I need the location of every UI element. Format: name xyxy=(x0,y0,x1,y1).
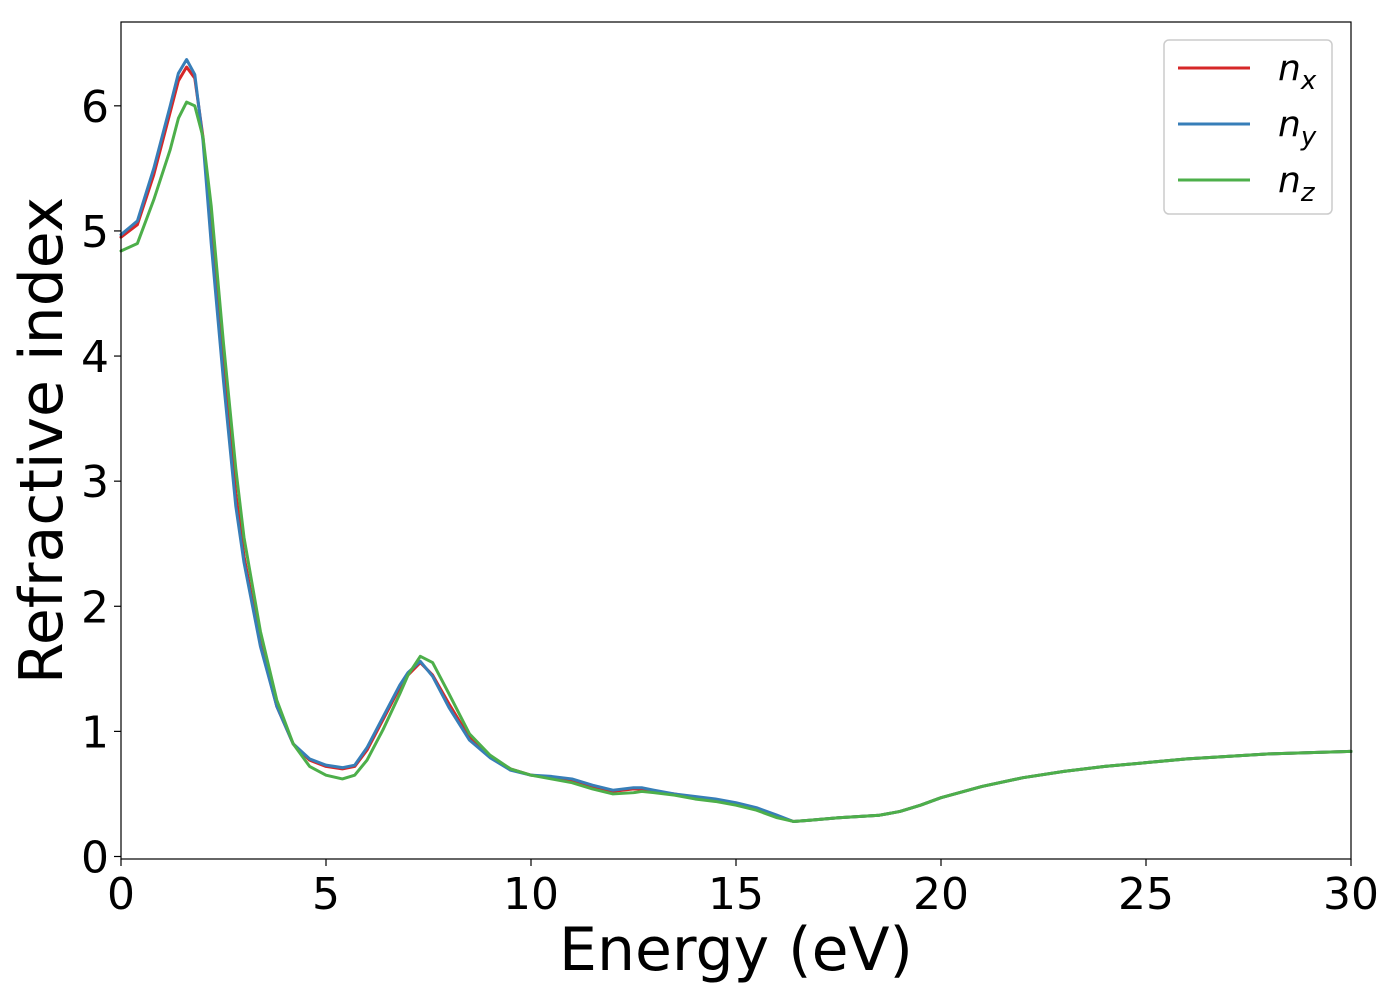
x-tick-label: 10 xyxy=(503,869,559,920)
y-tick-label: 5 xyxy=(81,207,109,258)
legend-label-nz: nz xyxy=(1278,160,1316,208)
x-tick-label: 15 xyxy=(708,869,764,920)
y-tick-label: 0 xyxy=(81,832,109,883)
legend-label-subscript: z xyxy=(1300,178,1316,208)
x-axis-title: Energy (eV) xyxy=(559,915,913,985)
x-tick-label: 25 xyxy=(1118,869,1174,920)
x-tick-label: 20 xyxy=(913,869,969,920)
series-layer xyxy=(119,58,1353,823)
x-tick-label: 30 xyxy=(1323,869,1379,920)
legend-label-ny: ny xyxy=(1278,104,1317,152)
y-tick-label: 3 xyxy=(81,457,109,508)
y-tick-label: 1 xyxy=(81,707,109,758)
y-tick-label: 6 xyxy=(81,82,109,133)
y-tick-label: 4 xyxy=(81,332,109,383)
x-tick-label: 0 xyxy=(107,869,135,920)
x-tick-label: 5 xyxy=(312,869,340,920)
series-line-nz xyxy=(119,100,1353,823)
legend-label-main: n xyxy=(1278,104,1301,145)
legend-label-nx: nx xyxy=(1278,48,1317,96)
y-tick-label: 2 xyxy=(81,582,109,633)
y-axis-title: Refractive index xyxy=(7,197,77,684)
tick-layer: 0 5 10 15 20 25 30 0 1 2 3 4 5 6 xyxy=(81,82,1379,920)
legend-label-subscript: x xyxy=(1300,66,1317,96)
legend-box xyxy=(1163,39,1333,215)
legend-label-subscript: y xyxy=(1300,122,1317,152)
legend-label-main: n xyxy=(1278,48,1301,89)
legend-label-main: n xyxy=(1278,160,1301,201)
